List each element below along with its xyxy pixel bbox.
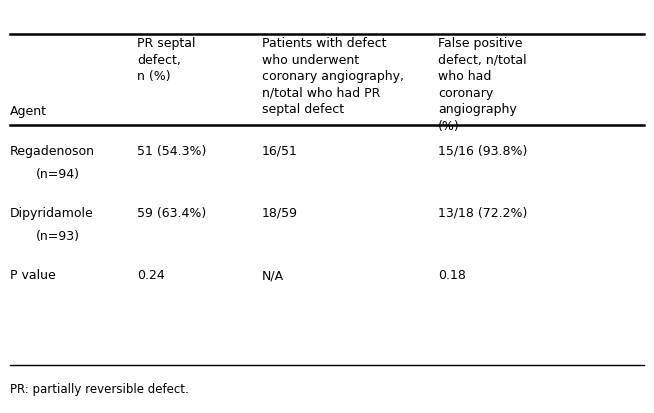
Text: 0.18: 0.18 (438, 268, 466, 281)
Text: Dipyridamole: Dipyridamole (10, 206, 94, 219)
Text: False positive
defect, n/total
who had
coronary
angiography
(%): False positive defect, n/total who had c… (438, 37, 527, 133)
Text: (n=93): (n=93) (36, 229, 80, 242)
Text: 18/59: 18/59 (262, 206, 298, 219)
Text: 0.24: 0.24 (137, 268, 165, 281)
Text: P value: P value (10, 268, 56, 281)
Text: Regadenoson: Regadenoson (10, 145, 95, 157)
Text: Agent: Agent (10, 105, 47, 118)
Text: PR: partially reversible defect.: PR: partially reversible defect. (10, 382, 188, 395)
Text: Patients with defect
who underwent
coronary angiography,
n/total who had PR
sept: Patients with defect who underwent coron… (262, 37, 404, 116)
Text: 16/51: 16/51 (262, 145, 298, 157)
Text: 15/16 (93.8%): 15/16 (93.8%) (438, 145, 528, 157)
Text: N/A: N/A (262, 268, 284, 281)
Text: 51 (54.3%): 51 (54.3%) (137, 145, 207, 157)
Text: 13/18 (72.2%): 13/18 (72.2%) (438, 206, 528, 219)
Text: PR septal
defect,
n (%): PR septal defect, n (%) (137, 37, 196, 83)
Text: (n=94): (n=94) (36, 167, 80, 180)
Text: 59 (63.4%): 59 (63.4%) (137, 206, 207, 219)
